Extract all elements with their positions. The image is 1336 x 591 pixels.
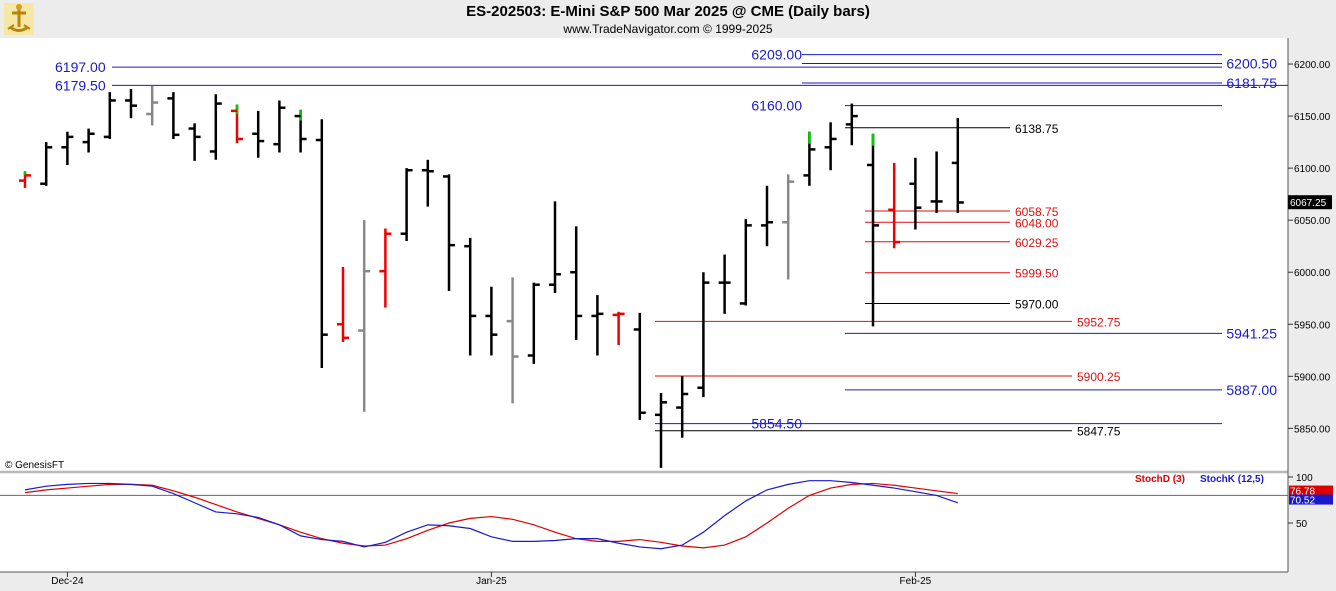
level-label-6160.00: 6160.00	[751, 98, 802, 114]
price-tick-label: 6000.00	[1294, 268, 1331, 279]
price-bar	[591, 295, 604, 356]
price-bar	[697, 272, 710, 398]
price-bar	[125, 89, 137, 119]
price-bars	[19, 85, 964, 468]
date-tick-label: Jan-25	[476, 576, 507, 587]
price-bar	[803, 131, 816, 186]
price-bar	[167, 92, 180, 139]
level-label-6209.00: 6209.00	[751, 47, 802, 63]
level-label-6181.75: 6181.75	[1226, 75, 1277, 91]
price-tick-label: 5950.00	[1294, 320, 1331, 331]
price-bar	[951, 118, 964, 213]
last-price-label: 6067.25	[1290, 198, 1327, 209]
level-label-5854.50: 5854.50	[751, 416, 802, 432]
stoch-k-value-box	[1289, 494, 1333, 505]
level-label-6197.00: 6197.00	[55, 59, 106, 75]
price-bar	[527, 282, 540, 364]
price-bar	[358, 220, 371, 412]
price-tick-label: 5850.00	[1294, 424, 1331, 435]
level-label-6058.75: 6058.75	[1015, 205, 1059, 219]
stoch-tick-label: 50	[1296, 519, 1308, 530]
stoch-d-value-label: 76.78	[1290, 487, 1315, 498]
price-axis-labels: 6200.00 6150.00 6100.00 6050.00 6000.00 5950.…	[1288, 60, 1332, 435]
price-panel-bg	[0, 38, 1288, 470]
stoch-panel-bg	[0, 474, 1288, 572]
copyright-label: © GenesisFT	[5, 460, 64, 471]
price-bar	[337, 267, 349, 342]
date-tick-label: Feb-25	[900, 576, 932, 587]
stoch-tick-label: 100	[1296, 473, 1313, 484]
price-bar	[103, 92, 116, 139]
level-label-5952.75: 5952.75	[1077, 315, 1121, 329]
price-bar	[761, 185, 773, 247]
date-axis-labels: Dec-24 Jan-25 Feb-25	[51, 572, 932, 587]
trade-navigator-logo-icon	[4, 3, 34, 35]
stoch-k-line	[24, 480, 958, 550]
price-bar	[824, 122, 837, 171]
level-lines: 6209.00 6200.50 6197.00 6181.75 6179.50 6160.…	[55, 47, 1288, 439]
price-bar	[231, 104, 243, 144]
stoch-k-value-label: 70.52	[1290, 496, 1315, 507]
level-label-5887.00: 5887.00	[1226, 382, 1277, 398]
last-price-box	[1288, 195, 1332, 210]
price-bar	[888, 162, 901, 249]
level-label-6200.50: 6200.50	[1226, 56, 1277, 72]
price-bar	[909, 157, 922, 230]
price-bar	[188, 123, 201, 161]
price-bar	[718, 254, 731, 314]
price-bar	[252, 110, 265, 158]
stoch-d-legend: StochD (3)	[1135, 474, 1185, 485]
level-label-5999.50: 5999.50	[1015, 267, 1059, 281]
level-label-6029.25: 6029.25	[1015, 236, 1059, 250]
price-bar	[443, 174, 455, 291]
price-bar	[82, 128, 95, 153]
price-bar	[209, 94, 222, 160]
price-bar	[315, 119, 328, 368]
price-bar	[739, 219, 752, 306]
price-bar	[61, 131, 74, 165]
level-label-5970.00: 5970.00	[1015, 297, 1059, 311]
stoch-k-legend: StochK (12,5)	[1200, 474, 1264, 485]
price-bar	[146, 85, 159, 126]
level-label-5941.25: 5941.25	[1226, 325, 1277, 341]
price-bar	[485, 286, 498, 356]
price-bar	[506, 277, 519, 404]
chart-subtitle: www.TradeNavigator.com © 1999-2025	[563, 22, 773, 36]
price-tick-label: 6200.00	[1294, 60, 1331, 71]
date-tick-label: Dec-24	[51, 576, 84, 587]
price-bar	[549, 201, 561, 294]
stoch-d-value-box	[1289, 485, 1333, 496]
price-tick-label: 6150.00	[1294, 112, 1331, 123]
price-bar	[421, 159, 434, 207]
chart-header: ES-202503: E-Mini S&P 500 Mar 2025 @ CME…	[0, 0, 1336, 38]
chart-title: ES-202503: E-Mini S&P 500 Mar 2025 @ CME…	[466, 3, 870, 20]
price-bar	[40, 142, 53, 186]
level-label-6138.75: 6138.75	[1015, 122, 1059, 136]
level-label-6179.50: 6179.50	[55, 77, 106, 93]
price-bar	[612, 311, 625, 346]
price-bar	[676, 376, 689, 438]
price-bar	[273, 100, 286, 153]
price-bar	[867, 133, 879, 327]
price-bar	[379, 228, 392, 308]
price-bar	[655, 392, 667, 468]
stoch-d-line	[24, 482, 958, 549]
price-bar	[19, 171, 31, 188]
price-bar	[464, 237, 477, 356]
price-bar	[845, 103, 858, 146]
level-label-6048.00: 6048.00	[1015, 216, 1059, 230]
price-bar	[633, 312, 646, 421]
price-bar	[570, 226, 583, 340]
price-bar	[294, 109, 307, 153]
price-tick-label: 6100.00	[1294, 164, 1331, 175]
price-bar	[400, 168, 413, 241]
price-tick-label: 5900.00	[1294, 372, 1331, 383]
price-bar	[930, 151, 943, 213]
price-bar	[782, 174, 795, 280]
level-label-5847.75: 5847.75	[1077, 425, 1121, 439]
price-tick-label: 6050.00	[1294, 216, 1331, 227]
level-label-5900.25: 5900.25	[1077, 370, 1121, 384]
